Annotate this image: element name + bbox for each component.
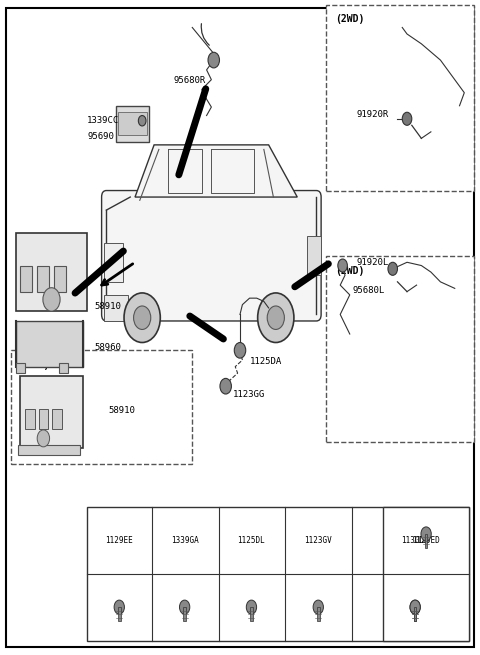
Circle shape <box>410 600 420 614</box>
Circle shape <box>267 306 284 329</box>
Circle shape <box>180 600 190 614</box>
Text: 1339GA: 1339GA <box>171 536 199 545</box>
Text: (ESC): (ESC) <box>21 360 50 370</box>
Bar <box>54 265 66 291</box>
Circle shape <box>138 115 146 126</box>
Text: 91920L: 91920L <box>357 258 389 267</box>
Text: 58910: 58910 <box>95 302 121 311</box>
Bar <box>383 507 469 641</box>
Bar <box>414 607 417 621</box>
Circle shape <box>410 600 420 614</box>
Text: 1125DA: 1125DA <box>250 357 282 366</box>
Bar <box>21 265 33 291</box>
Circle shape <box>338 259 348 272</box>
Bar <box>37 265 49 291</box>
Bar <box>104 243 123 282</box>
Bar <box>383 507 469 574</box>
Bar <box>16 321 83 367</box>
Text: 1129EE: 1129EE <box>106 536 133 545</box>
Bar <box>118 607 120 621</box>
Text: 1123GV: 1123GV <box>304 536 332 545</box>
Bar <box>317 607 320 621</box>
Circle shape <box>208 52 219 68</box>
Circle shape <box>402 112 412 125</box>
Bar <box>425 534 427 548</box>
Bar <box>16 364 25 373</box>
Text: 95680L: 95680L <box>352 286 384 295</box>
Text: (2WD): (2WD) <box>336 265 365 276</box>
Bar <box>52 409 61 428</box>
Text: 1129ED: 1129ED <box>412 536 440 545</box>
FancyBboxPatch shape <box>102 191 321 321</box>
Text: 1123GG: 1123GG <box>233 390 265 398</box>
Bar <box>326 255 474 441</box>
Text: 95680R: 95680R <box>173 77 205 85</box>
Text: (2WD): (2WD) <box>336 14 365 24</box>
Circle shape <box>234 343 246 358</box>
Bar <box>25 409 35 428</box>
Bar <box>104 295 128 321</box>
Circle shape <box>388 262 397 275</box>
Bar <box>307 236 321 275</box>
Bar <box>38 409 48 428</box>
Bar <box>414 607 417 621</box>
Text: 91920R: 91920R <box>357 110 389 119</box>
Text: 1125DL: 1125DL <box>238 536 265 545</box>
Bar <box>16 233 87 311</box>
Circle shape <box>246 600 257 614</box>
Bar <box>11 350 192 464</box>
Bar <box>59 364 68 373</box>
Text: 1339CC: 1339CC <box>87 115 120 124</box>
Text: 58960: 58960 <box>95 343 121 352</box>
Polygon shape <box>135 145 297 197</box>
Circle shape <box>124 293 160 343</box>
Circle shape <box>114 600 124 614</box>
Circle shape <box>258 293 294 343</box>
Text: 1130DB: 1130DB <box>401 536 429 545</box>
Text: 58910: 58910 <box>109 406 136 415</box>
Bar <box>18 445 80 455</box>
Circle shape <box>313 600 324 614</box>
Bar <box>21 377 83 448</box>
Circle shape <box>220 379 231 394</box>
Circle shape <box>37 430 49 447</box>
Bar <box>250 607 253 621</box>
Bar <box>118 112 147 135</box>
Circle shape <box>421 527 431 541</box>
Bar <box>87 507 469 641</box>
Circle shape <box>43 288 60 311</box>
Circle shape <box>133 306 151 329</box>
Bar <box>116 105 149 141</box>
Bar <box>183 607 186 621</box>
Text: 95690: 95690 <box>87 132 114 141</box>
Bar <box>326 5 474 191</box>
